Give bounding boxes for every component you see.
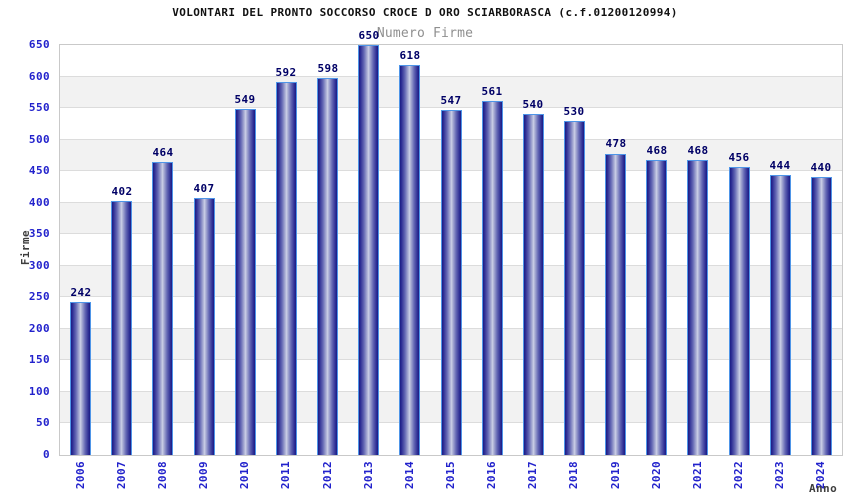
bar-value-label: 407 bbox=[193, 182, 215, 195]
bar-value-label: 598 bbox=[317, 62, 339, 75]
bar bbox=[523, 114, 544, 455]
bar bbox=[441, 109, 462, 455]
x-tick-label: 2016 bbox=[485, 461, 498, 490]
bar bbox=[729, 167, 750, 455]
plot-band bbox=[60, 76, 842, 109]
bar-value-label: 478 bbox=[605, 137, 627, 150]
x-tick-label: 2008 bbox=[156, 461, 169, 490]
bar bbox=[399, 65, 420, 455]
x-tick-label: 2022 bbox=[732, 461, 745, 490]
bar-value-label: 456 bbox=[728, 151, 750, 164]
bar-value-label: 549 bbox=[234, 93, 256, 106]
y-tick-label: 500 bbox=[28, 132, 50, 146]
bar-value-label: 547 bbox=[440, 94, 462, 107]
bar bbox=[687, 159, 708, 455]
bar bbox=[646, 159, 667, 455]
x-tick-label: 2012 bbox=[321, 461, 334, 490]
bar-value-label: 468 bbox=[687, 144, 709, 157]
y-tick-label: 300 bbox=[28, 258, 50, 272]
bar-value-label: 242 bbox=[70, 286, 92, 299]
x-tick-label: 2021 bbox=[691, 461, 704, 490]
bar-value-label: 618 bbox=[399, 49, 421, 62]
x-tick-label: 2014 bbox=[403, 461, 416, 490]
bar bbox=[564, 120, 585, 455]
y-tick-label: 600 bbox=[28, 69, 50, 83]
x-tick-label: 2023 bbox=[773, 461, 786, 490]
y-tick-label: 450 bbox=[28, 164, 50, 178]
bar bbox=[276, 81, 297, 455]
x-tick-label: 2019 bbox=[609, 461, 622, 490]
y-tick-label: 0 bbox=[42, 448, 50, 461]
bar bbox=[811, 177, 832, 455]
y-tick-label: 100 bbox=[28, 384, 50, 398]
bar-value-label: 592 bbox=[275, 66, 297, 79]
y-tick-label: 250 bbox=[28, 290, 50, 304]
gridline bbox=[60, 75, 842, 77]
y-tick-label: 50 bbox=[35, 416, 50, 430]
bar bbox=[770, 174, 791, 455]
gridline bbox=[60, 107, 842, 109]
plot-area: 242 402 464 407 549 592 598 650 618 547 561 540 530 4… bbox=[59, 29, 843, 456]
bar bbox=[152, 162, 173, 455]
bar-value-label: 468 bbox=[646, 144, 668, 157]
bar bbox=[194, 198, 215, 455]
y-tick-label: 150 bbox=[28, 353, 50, 367]
x-tick-label: 2011 bbox=[279, 461, 292, 490]
bar bbox=[235, 108, 256, 455]
y-tick-label: 650 bbox=[28, 38, 50, 51]
x-tick-label: 2020 bbox=[650, 461, 663, 490]
x-tick-label: 2018 bbox=[567, 461, 580, 490]
bar bbox=[317, 77, 338, 455]
bar bbox=[70, 302, 91, 455]
bar-value-label: 444 bbox=[769, 159, 791, 172]
x-tick-label: 2015 bbox=[444, 461, 457, 490]
x-axis-title: Anno bbox=[809, 482, 838, 495]
x-tick-label: 2009 bbox=[197, 461, 210, 490]
bar-value-label: 440 bbox=[810, 161, 832, 174]
y-tick-label: 550 bbox=[28, 101, 50, 115]
chart-subtitle: Numero Firme bbox=[376, 26, 474, 41]
x-tick-label: 2010 bbox=[238, 461, 251, 490]
y-tick-label: 200 bbox=[28, 321, 50, 335]
bar-value-label: 540 bbox=[522, 98, 544, 111]
y-tick-label: 400 bbox=[28, 195, 50, 209]
bar-value-label: 561 bbox=[481, 85, 503, 98]
x-tick-label: 2006 bbox=[74, 461, 87, 490]
bar bbox=[358, 45, 379, 455]
bar-value-label: 530 bbox=[563, 105, 585, 118]
bar-value-label: 464 bbox=[152, 146, 174, 159]
chart-title: VOLONTARI DEL PRONTO SOCCORSO CROCE D OR… bbox=[172, 6, 678, 19]
y-tick-label: 350 bbox=[28, 227, 50, 241]
x-tick-label: 2013 bbox=[362, 461, 375, 490]
bar-value-label: 650 bbox=[358, 29, 380, 42]
bar bbox=[482, 101, 503, 455]
x-tick-label: 2007 bbox=[115, 461, 128, 490]
bar bbox=[605, 153, 626, 455]
x-tick-label: 2017 bbox=[526, 461, 539, 490]
bar bbox=[111, 201, 132, 455]
bar-value-label: 402 bbox=[111, 185, 133, 198]
